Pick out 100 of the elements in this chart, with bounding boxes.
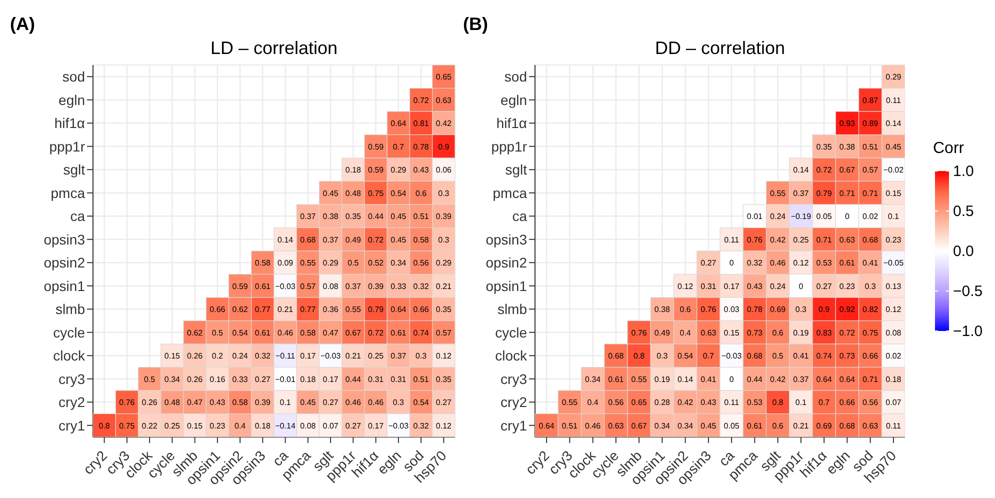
data-label: 0.46	[585, 421, 602, 430]
data-label: 0.34	[585, 374, 602, 384]
data-label: 0.34	[654, 421, 671, 430]
data-label: 0.51	[413, 212, 430, 222]
data-label: 0.11	[886, 421, 902, 430]
data-label: 0.64	[839, 374, 856, 384]
y-tick-label: cycle	[495, 324, 528, 340]
data-label: 0.41	[700, 374, 717, 384]
data-label: −0.02	[883, 166, 904, 175]
y-tick-label: sglt	[63, 162, 86, 178]
chart-title: DD – correlation	[654, 38, 786, 59]
data-label: 0.25	[793, 235, 810, 244]
data-label: 0.29	[322, 258, 339, 268]
data-label: 0.57	[436, 328, 452, 338]
data-label: 0.08	[300, 421, 316, 430]
y-tick-label: hif1α	[496, 115, 527, 132]
data-label: 0	[729, 374, 734, 384]
data-label: 0.12	[436, 421, 452, 430]
data-label: 0.11	[724, 235, 740, 244]
data-label: 0.7	[818, 398, 830, 408]
data-label: 0.19	[654, 374, 671, 384]
data-label: 0.68	[862, 235, 879, 244]
data-label: 0.67	[631, 421, 648, 430]
data-label: 0.93	[839, 119, 856, 128]
text: (A)	[10, 14, 35, 35]
data-label: 0.77	[300, 305, 316, 314]
data-label: 0.87	[862, 96, 879, 105]
data-label: 0.12	[436, 352, 452, 361]
data-label: 0.08	[886, 328, 902, 338]
data-label: 0.46	[368, 398, 384, 408]
data-label: 0.61	[254, 282, 272, 291]
data-label: 0.72	[413, 96, 430, 105]
data-label: 0.08	[322, 282, 339, 291]
color-bar-label: 0.0	[953, 243, 974, 260]
data-label: 0.28	[654, 398, 671, 408]
data-label: 0.46	[278, 328, 294, 338]
data-label: 0.61	[390, 328, 407, 338]
data-label: 0.73	[839, 352, 856, 361]
data-label: −0.11	[275, 352, 296, 361]
data-label: 0	[798, 282, 804, 291]
color-bar-label: 1.0	[953, 163, 974, 180]
data-label: 0.47	[187, 398, 204, 408]
data-label: 0.3	[416, 352, 428, 361]
color-bar-title: Corr	[933, 140, 965, 157]
data-label: 0.45	[886, 142, 902, 152]
data-label: 0.29	[390, 166, 407, 175]
data-label: 0.68	[300, 235, 316, 244]
data-label: 0.38	[654, 305, 671, 314]
data-label: 0.89	[862, 119, 879, 128]
data-label: 0.01	[746, 212, 764, 222]
data-label: 0.76	[700, 305, 717, 314]
data-label: 0.05	[724, 421, 740, 430]
data-label: 0.15	[886, 188, 902, 198]
data-label: 0.3	[795, 305, 808, 314]
data-label: 0.71	[862, 188, 879, 198]
data-label: 0.72	[368, 328, 384, 338]
data-label: 0	[729, 258, 734, 268]
data-label: 0.14	[886, 119, 902, 128]
data-label: −0.03	[275, 282, 296, 291]
y-tick-label: ppp1r	[491, 138, 528, 154]
data-label: 0.66	[210, 305, 226, 314]
data-label: 0.75	[368, 188, 384, 198]
y-tick-label: hif1α	[54, 115, 85, 132]
data-label: 0.35	[816, 142, 832, 152]
data-label: 0.24	[770, 282, 786, 291]
data-label: 0.8	[98, 421, 110, 430]
data-label: −0.03	[721, 352, 742, 361]
data-label: 0.27	[322, 398, 339, 408]
data-label: 0.46	[770, 258, 786, 268]
data-label: 0.72	[368, 235, 384, 244]
y-tick-label: pmca	[50, 184, 86, 201]
data-label: 0.42	[770, 235, 786, 244]
data-label: 0.15	[164, 352, 181, 361]
data-label: 0.27	[436, 398, 452, 408]
data-label: 0.54	[413, 398, 430, 408]
data-label: 0.58	[413, 235, 430, 244]
chart-title: LD – correlation	[209, 38, 339, 59]
data-label: 0.67	[345, 328, 362, 338]
data-label: 0.26	[142, 398, 158, 408]
y-tick-label: slmb	[55, 301, 86, 318]
data-label: 0.44	[368, 212, 384, 222]
data-label: 0.21	[278, 305, 294, 314]
data-label: 0.6	[772, 421, 784, 430]
data-label: 0.83	[816, 328, 832, 338]
data-label: 0.55	[770, 188, 786, 198]
y-tick-label: egln	[58, 92, 85, 108]
data-label: 0.61	[608, 374, 624, 384]
data-label: 0.32	[254, 352, 272, 361]
data-label: 0.68	[608, 352, 624, 361]
data-label: 0.66	[862, 352, 879, 361]
data-label: 0.24	[232, 352, 248, 361]
data-label: 0.6	[416, 188, 428, 198]
data-label: 0.14	[278, 235, 294, 244]
data-label: 0.6	[772, 328, 784, 338]
data-label: 0.66	[839, 398, 856, 408]
data-label: 0.68	[746, 352, 764, 361]
data-label: 0.23	[886, 235, 902, 244]
data-label: 0.65	[436, 72, 452, 82]
data-label: 0.37	[390, 352, 407, 361]
data-label: 0.3	[656, 352, 668, 361]
